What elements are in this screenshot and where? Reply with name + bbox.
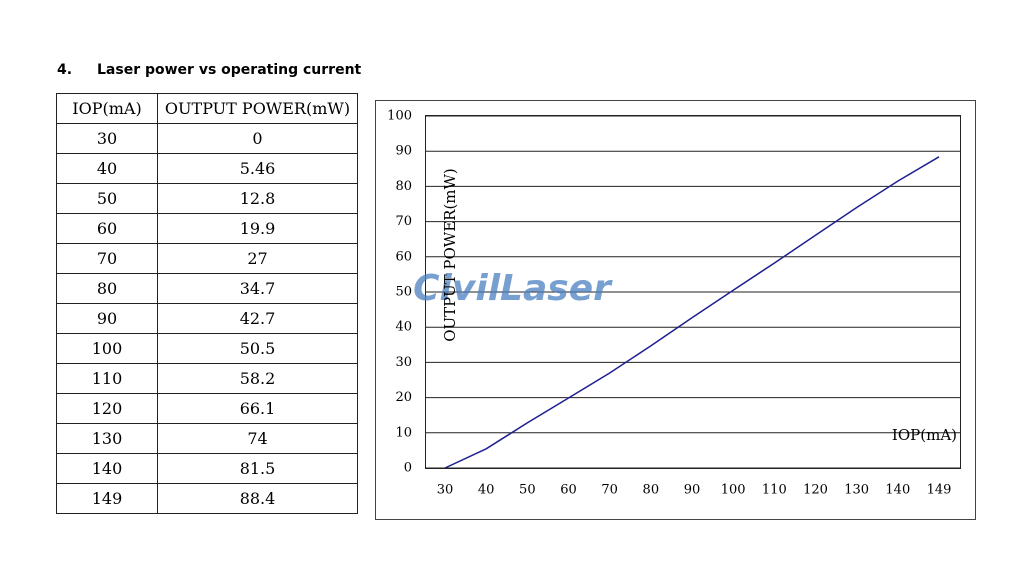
x-tick-label: 40 bbox=[478, 483, 495, 498]
table-row: 149 88.4 bbox=[56, 483, 358, 514]
table-row: 120 66.1 bbox=[56, 393, 358, 424]
x-tick-label: 70 bbox=[601, 483, 618, 498]
table-row: 40 5.46 bbox=[56, 153, 358, 184]
x-tick-label: 100 bbox=[721, 483, 746, 498]
data-line bbox=[444, 156, 940, 469]
table-cell: 5.46 bbox=[157, 153, 358, 184]
table-cell: 140 bbox=[56, 453, 158, 484]
x-tick-label: 140 bbox=[885, 483, 910, 498]
table-cell: 66.1 bbox=[157, 393, 358, 424]
y-tick-label: 0 bbox=[404, 461, 412, 476]
table-row: 70 27 bbox=[56, 243, 358, 274]
x-tick-label: 149 bbox=[927, 483, 952, 498]
y-tick-label: 60 bbox=[395, 249, 412, 264]
table-row: 140 81.5 bbox=[56, 453, 358, 484]
table-cell: 149 bbox=[56, 483, 158, 514]
table-cell: 50.5 bbox=[157, 333, 358, 364]
table-cell: 27 bbox=[157, 243, 358, 274]
x-tick-label: 120 bbox=[803, 483, 828, 498]
table-cell: 70 bbox=[56, 243, 158, 274]
y-tick-label: 90 bbox=[395, 144, 412, 159]
table-row: 110 58.2 bbox=[56, 363, 358, 394]
table-cell: 40 bbox=[56, 153, 158, 184]
y-tick-label: 80 bbox=[395, 179, 412, 194]
y-tick-label: 30 bbox=[395, 355, 412, 370]
x-tick-label: 90 bbox=[684, 483, 701, 498]
chart-frame bbox=[375, 100, 976, 520]
table-row: 80 34.7 bbox=[56, 273, 358, 304]
y-tick-label: 40 bbox=[395, 320, 412, 335]
table-row: 30 0 bbox=[56, 123, 358, 154]
x-tick-label: 30 bbox=[437, 483, 454, 498]
table-cell: 88.4 bbox=[157, 483, 358, 514]
table-cell: 58.2 bbox=[157, 363, 358, 394]
data-table: IOP(mA) OUTPUT POWER(mW) 30 0 40 5.46 50 12.8… bbox=[56, 93, 358, 514]
heading-number: 4. bbox=[57, 62, 73, 78]
table-row: 100 50.5 bbox=[56, 333, 358, 364]
heading-title: Laser power vs operating current bbox=[97, 62, 362, 78]
table-cell: 34.7 bbox=[157, 273, 358, 304]
y-tick-label: 20 bbox=[395, 390, 412, 405]
x-tick-label: 110 bbox=[762, 483, 787, 498]
y-tick-label: 10 bbox=[395, 425, 412, 440]
table-cell: 0 bbox=[157, 123, 358, 154]
watermark: CivilLaser bbox=[413, 268, 613, 309]
table-row: 90 42.7 bbox=[56, 303, 358, 334]
x-tick-label: 60 bbox=[560, 483, 577, 498]
table-cell: 19.9 bbox=[157, 213, 358, 244]
y-tick-label: 100 bbox=[387, 109, 412, 124]
x-tick-label: 80 bbox=[643, 483, 660, 498]
y-tick-label: 50 bbox=[395, 285, 412, 300]
table-cell: 42.7 bbox=[157, 303, 358, 334]
x-axis-label: IOP(mA) bbox=[892, 426, 957, 444]
heading: 4. Laser power vs operating current bbox=[57, 62, 361, 78]
table-cell: 100 bbox=[56, 333, 158, 364]
table-row: 60 19.9 bbox=[56, 213, 358, 244]
x-tick-label: 50 bbox=[519, 483, 536, 498]
y-axis-label: OUTPUT POWER(mW) bbox=[441, 168, 459, 342]
table-cell: 90 bbox=[56, 303, 158, 334]
x-tick-label: 130 bbox=[844, 483, 869, 498]
y-tick-label: 70 bbox=[395, 214, 412, 229]
header-cell: IOP(mA) bbox=[56, 93, 158, 124]
